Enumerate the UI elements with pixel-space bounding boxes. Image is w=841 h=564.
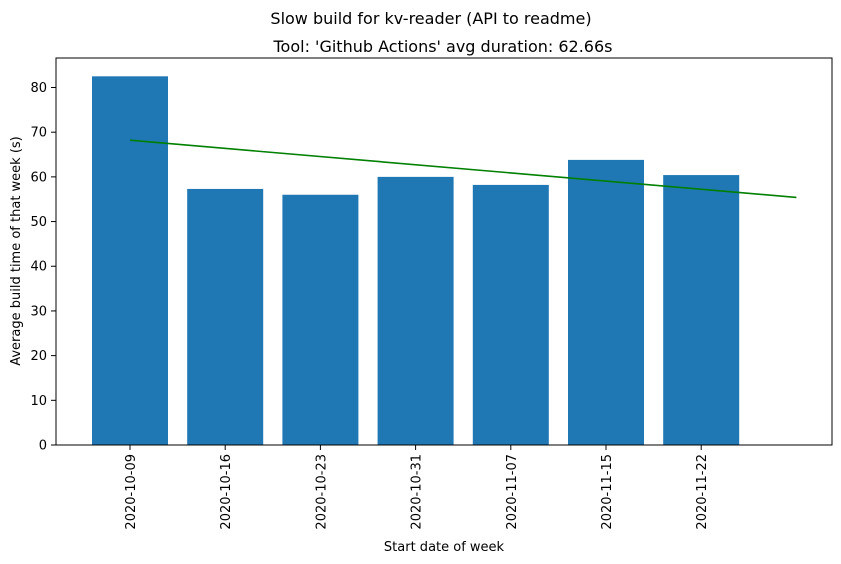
bar-2020-11-15 <box>568 159 644 445</box>
bar-2020-10-31 <box>377 176 454 445</box>
bar-2020-11-07 <box>472 184 549 445</box>
x-tick-label-2020-10-31: 2020-10-31 <box>410 454 425 530</box>
bars-group <box>92 76 740 446</box>
bar-2020-10-09 <box>92 76 168 445</box>
chart-title: Tool: 'Github Actions' avg duration: 62.… <box>273 37 613 56</box>
y-tick-label-80: 80 <box>30 81 47 96</box>
x-tick-label-2020-11-07: 2020-11-07 <box>505 454 520 530</box>
x-tick-label-2020-11-15: 2020-11-15 <box>600 454 615 530</box>
x-tick-label-2020-10-16: 2020-10-16 <box>219 454 234 530</box>
x-tick-label-2020-11-22: 2020-11-22 <box>695 454 710 530</box>
y-tick-label-20: 20 <box>30 349 47 364</box>
y-axis-label: Average build time of that week (s) <box>9 136 24 366</box>
x-tick-label-2020-10-09: 2020-10-09 <box>124 454 139 530</box>
plot-frame <box>55 57 833 446</box>
trend-line <box>129 139 797 199</box>
y-tick-label-30: 30 <box>30 304 47 319</box>
bar-2020-11-22 <box>663 175 740 446</box>
y-tick-label-40: 40 <box>30 260 47 275</box>
x-axis: 2020-10-09 2020-10-16 2020-10-23 2020-10-31… <box>124 445 710 530</box>
y-tick-label-60: 60 <box>30 170 47 185</box>
y-tick-label-50: 50 <box>30 215 47 230</box>
chart-suptitle: Slow build for kv-reader (API to readme) <box>270 9 591 28</box>
trend-group <box>129 139 797 199</box>
y-tick-label-0: 0 <box>39 439 47 454</box>
bar-2020-10-23 <box>282 194 359 445</box>
y-tick-label-70: 70 <box>30 126 47 141</box>
x-tick-label-2020-10-23: 2020-10-23 <box>314 454 329 530</box>
bar-2020-10-16 <box>187 188 264 445</box>
y-axis: 0 10 20 30 40 50 60 70 80 <box>30 81 56 454</box>
y-tick-label-10: 10 <box>30 394 47 409</box>
x-axis-label: Start date of week <box>384 540 505 555</box>
